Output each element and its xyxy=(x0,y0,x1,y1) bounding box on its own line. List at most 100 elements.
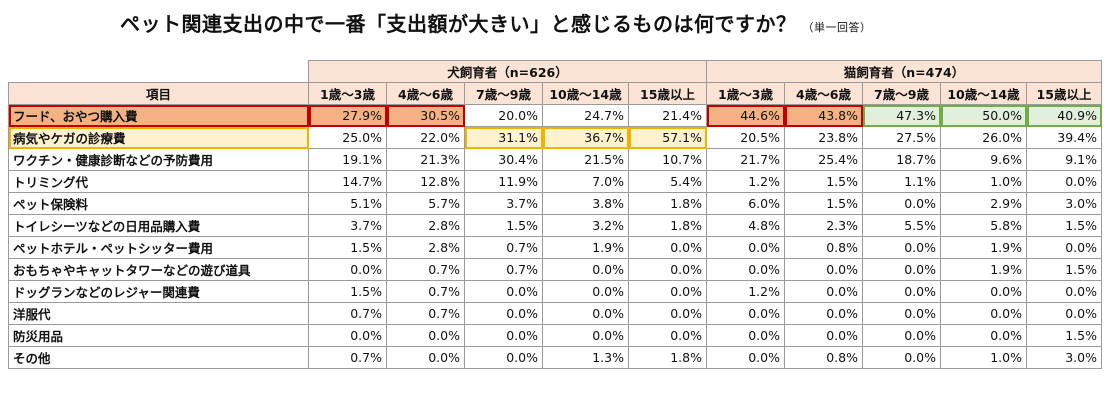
dog-cell: 5.4% xyxy=(628,170,707,193)
dog-cell: 0.0% xyxy=(542,280,629,303)
dog-cell: 27.9% xyxy=(308,104,387,127)
cat-cell: 0.0% xyxy=(1026,236,1102,259)
cat-cell: 2.9% xyxy=(940,192,1027,215)
table-row: トイレシーツなどの日用品購入費 3.7% 2.8% 1.5% 3.2% 1.8% 4.8% 2… xyxy=(8,214,1102,237)
answer-type-note: （単一回答） xyxy=(802,21,872,34)
dog-cell: 0.0% xyxy=(464,302,543,325)
row-label: トイレシーツなどの日用品購入費 xyxy=(8,214,309,237)
cat-cell: 9.1% xyxy=(1026,148,1102,171)
cat-cell: 1.5% xyxy=(784,170,863,193)
cat-cell: 0.0% xyxy=(1026,170,1102,193)
dog-cell: 21.3% xyxy=(386,148,465,171)
dog-cell: 1.5% xyxy=(308,236,387,259)
cat-cell: 0.0% xyxy=(706,258,785,281)
dog-cell: 0.7% xyxy=(386,280,465,303)
table-row: トリミング代 14.7% 12.8% 11.9% 7.0% 5.4% 1.2% 1.5% 1.1… xyxy=(8,170,1102,193)
dog-age-header: 4歳～6歳 xyxy=(386,82,465,105)
dog-age-header: 7歳～9歳 xyxy=(464,82,543,105)
cat-cell: 21.7% xyxy=(706,148,785,171)
dog-cell: 19.1% xyxy=(308,148,387,171)
cat-cell: 1.5% xyxy=(1026,324,1102,347)
cat-cell: 0.0% xyxy=(784,302,863,325)
cat-cell: 1.0% xyxy=(940,346,1027,369)
dog-cell: 10.7% xyxy=(628,148,707,171)
cat-cell: 1.2% xyxy=(706,280,785,303)
dog-cell: 1.3% xyxy=(542,346,629,369)
dog-cell: 0.7% xyxy=(464,236,543,259)
row-label: フード、おやつ購入費 xyxy=(8,104,309,127)
cat-cell: 1.2% xyxy=(706,170,785,193)
dog-age-header: 1歳～3歳 xyxy=(308,82,387,105)
dog-cell: 5.7% xyxy=(386,192,465,215)
cat-cell: 0.0% xyxy=(940,280,1027,303)
table-row: ワクチン・健康診断などの予防費用 19.1% 21.3% 30.4% 21.5% 10.7… xyxy=(8,148,1102,171)
cat-cell: 0.0% xyxy=(706,324,785,347)
survey-table: 犬飼育者（n=626） 猫飼育者（n=474） 項目 1歳～3歳 4歳～6歳 7… xyxy=(8,60,1102,369)
cat-cell: 0.0% xyxy=(706,302,785,325)
title-area: ペット関連支出の中で一番「支出額が大きい」と感じるものは何ですか？ （単一回答） xyxy=(0,0,1109,50)
table-row: 洋服代 0.7% 0.7% 0.0% 0.0% 0.0% 0.0% 0.0% 0.0% 0.0% 0… xyxy=(8,302,1102,325)
dog-cell: 24.7% xyxy=(542,104,629,127)
row-label: ドッグランなどのレジャー関連費 xyxy=(8,280,309,303)
dog-cell: 2.8% xyxy=(386,214,465,237)
row-label: その他 xyxy=(8,346,309,369)
row-label: ワクチン・健康診断などの予防費用 xyxy=(8,148,309,171)
cat-cell: 0.0% xyxy=(706,346,785,369)
cat-cell: 40.9% xyxy=(1026,104,1102,127)
cat-age-header: 10歳～14歳 xyxy=(940,82,1027,105)
cat-cell: 27.5% xyxy=(862,126,941,149)
dog-cell: 0.0% xyxy=(542,324,629,347)
dog-cell: 1.8% xyxy=(628,214,707,237)
cat-cell: 25.4% xyxy=(784,148,863,171)
dog-cell: 25.0% xyxy=(308,126,387,149)
cat-cell: 1.0% xyxy=(940,170,1027,193)
dog-cell: 0.7% xyxy=(386,302,465,325)
dog-cell: 0.0% xyxy=(628,280,707,303)
dog-cell: 1.5% xyxy=(308,280,387,303)
dog-cell: 0.0% xyxy=(386,346,465,369)
cat-cell: 0.0% xyxy=(784,258,863,281)
cat-cell: 0.0% xyxy=(862,302,941,325)
dog-cell: 57.1% xyxy=(628,126,707,149)
cat-age-header: 15歳以上 xyxy=(1026,82,1102,105)
dog-cell: 0.0% xyxy=(308,324,387,347)
dog-cell: 36.7% xyxy=(542,126,629,149)
cat-cell: 43.8% xyxy=(784,104,863,127)
cat-cell: 23.8% xyxy=(784,126,863,149)
cat-age-header: 4歳～6歳 xyxy=(784,82,863,105)
cat-cell: 44.6% xyxy=(706,104,785,127)
cat-cell: 1.1% xyxy=(862,170,941,193)
cat-cell: 5.5% xyxy=(862,214,941,237)
item-column-header: 項目 xyxy=(8,82,309,105)
cat-cell: 0.0% xyxy=(784,324,863,347)
cat-cell: 0.0% xyxy=(862,324,941,347)
dog-cell: 3.2% xyxy=(542,214,629,237)
dog-cell: 1.8% xyxy=(628,346,707,369)
column-header-row: 項目 1歳～3歳 4歳～6歳 7歳～9歳 10歳～14歳 15歳以上 1歳～3歳… xyxy=(8,82,1102,105)
dog-age-header: 10歳～14歳 xyxy=(542,82,629,105)
cat-cell: 0.0% xyxy=(784,280,863,303)
dog-cell: 11.9% xyxy=(464,170,543,193)
cat-cell: 1.5% xyxy=(1026,258,1102,281)
dog-cell: 3.8% xyxy=(542,192,629,215)
dog-cell: 21.4% xyxy=(628,104,707,127)
row-label: ペット保険料 xyxy=(8,192,309,215)
dog-cell: 20.0% xyxy=(464,104,543,127)
cat-cell: 0.0% xyxy=(862,192,941,215)
dog-cell: 12.8% xyxy=(386,170,465,193)
cat-cell: 3.0% xyxy=(1026,346,1102,369)
dog-cell: 0.0% xyxy=(628,236,707,259)
table-row: その他 0.7% 0.0% 0.0% 1.3% 1.8% 0.0% 0.8% 0.0% 1.0% 3… xyxy=(8,346,1102,369)
cat-cell: 0.0% xyxy=(862,346,941,369)
dog-cell: 5.1% xyxy=(308,192,387,215)
cat-cell: 0.0% xyxy=(862,280,941,303)
dog-cell: 0.0% xyxy=(542,258,629,281)
dog-cell: 0.0% xyxy=(628,258,707,281)
dog-cell: 0.0% xyxy=(542,302,629,325)
group-header-row: 犬飼育者（n=626） 猫飼育者（n=474） xyxy=(8,60,1102,83)
table-row: 防災用品 0.0% 0.0% 0.0% 0.0% 0.0% 0.0% 0.0% 0.0% 0.0%… xyxy=(8,324,1102,347)
row-label: 病気やケガの診療費 xyxy=(8,126,309,149)
row-label: 防災用品 xyxy=(8,324,309,347)
dog-cell: 3.7% xyxy=(464,192,543,215)
cat-cell: 18.7% xyxy=(862,148,941,171)
